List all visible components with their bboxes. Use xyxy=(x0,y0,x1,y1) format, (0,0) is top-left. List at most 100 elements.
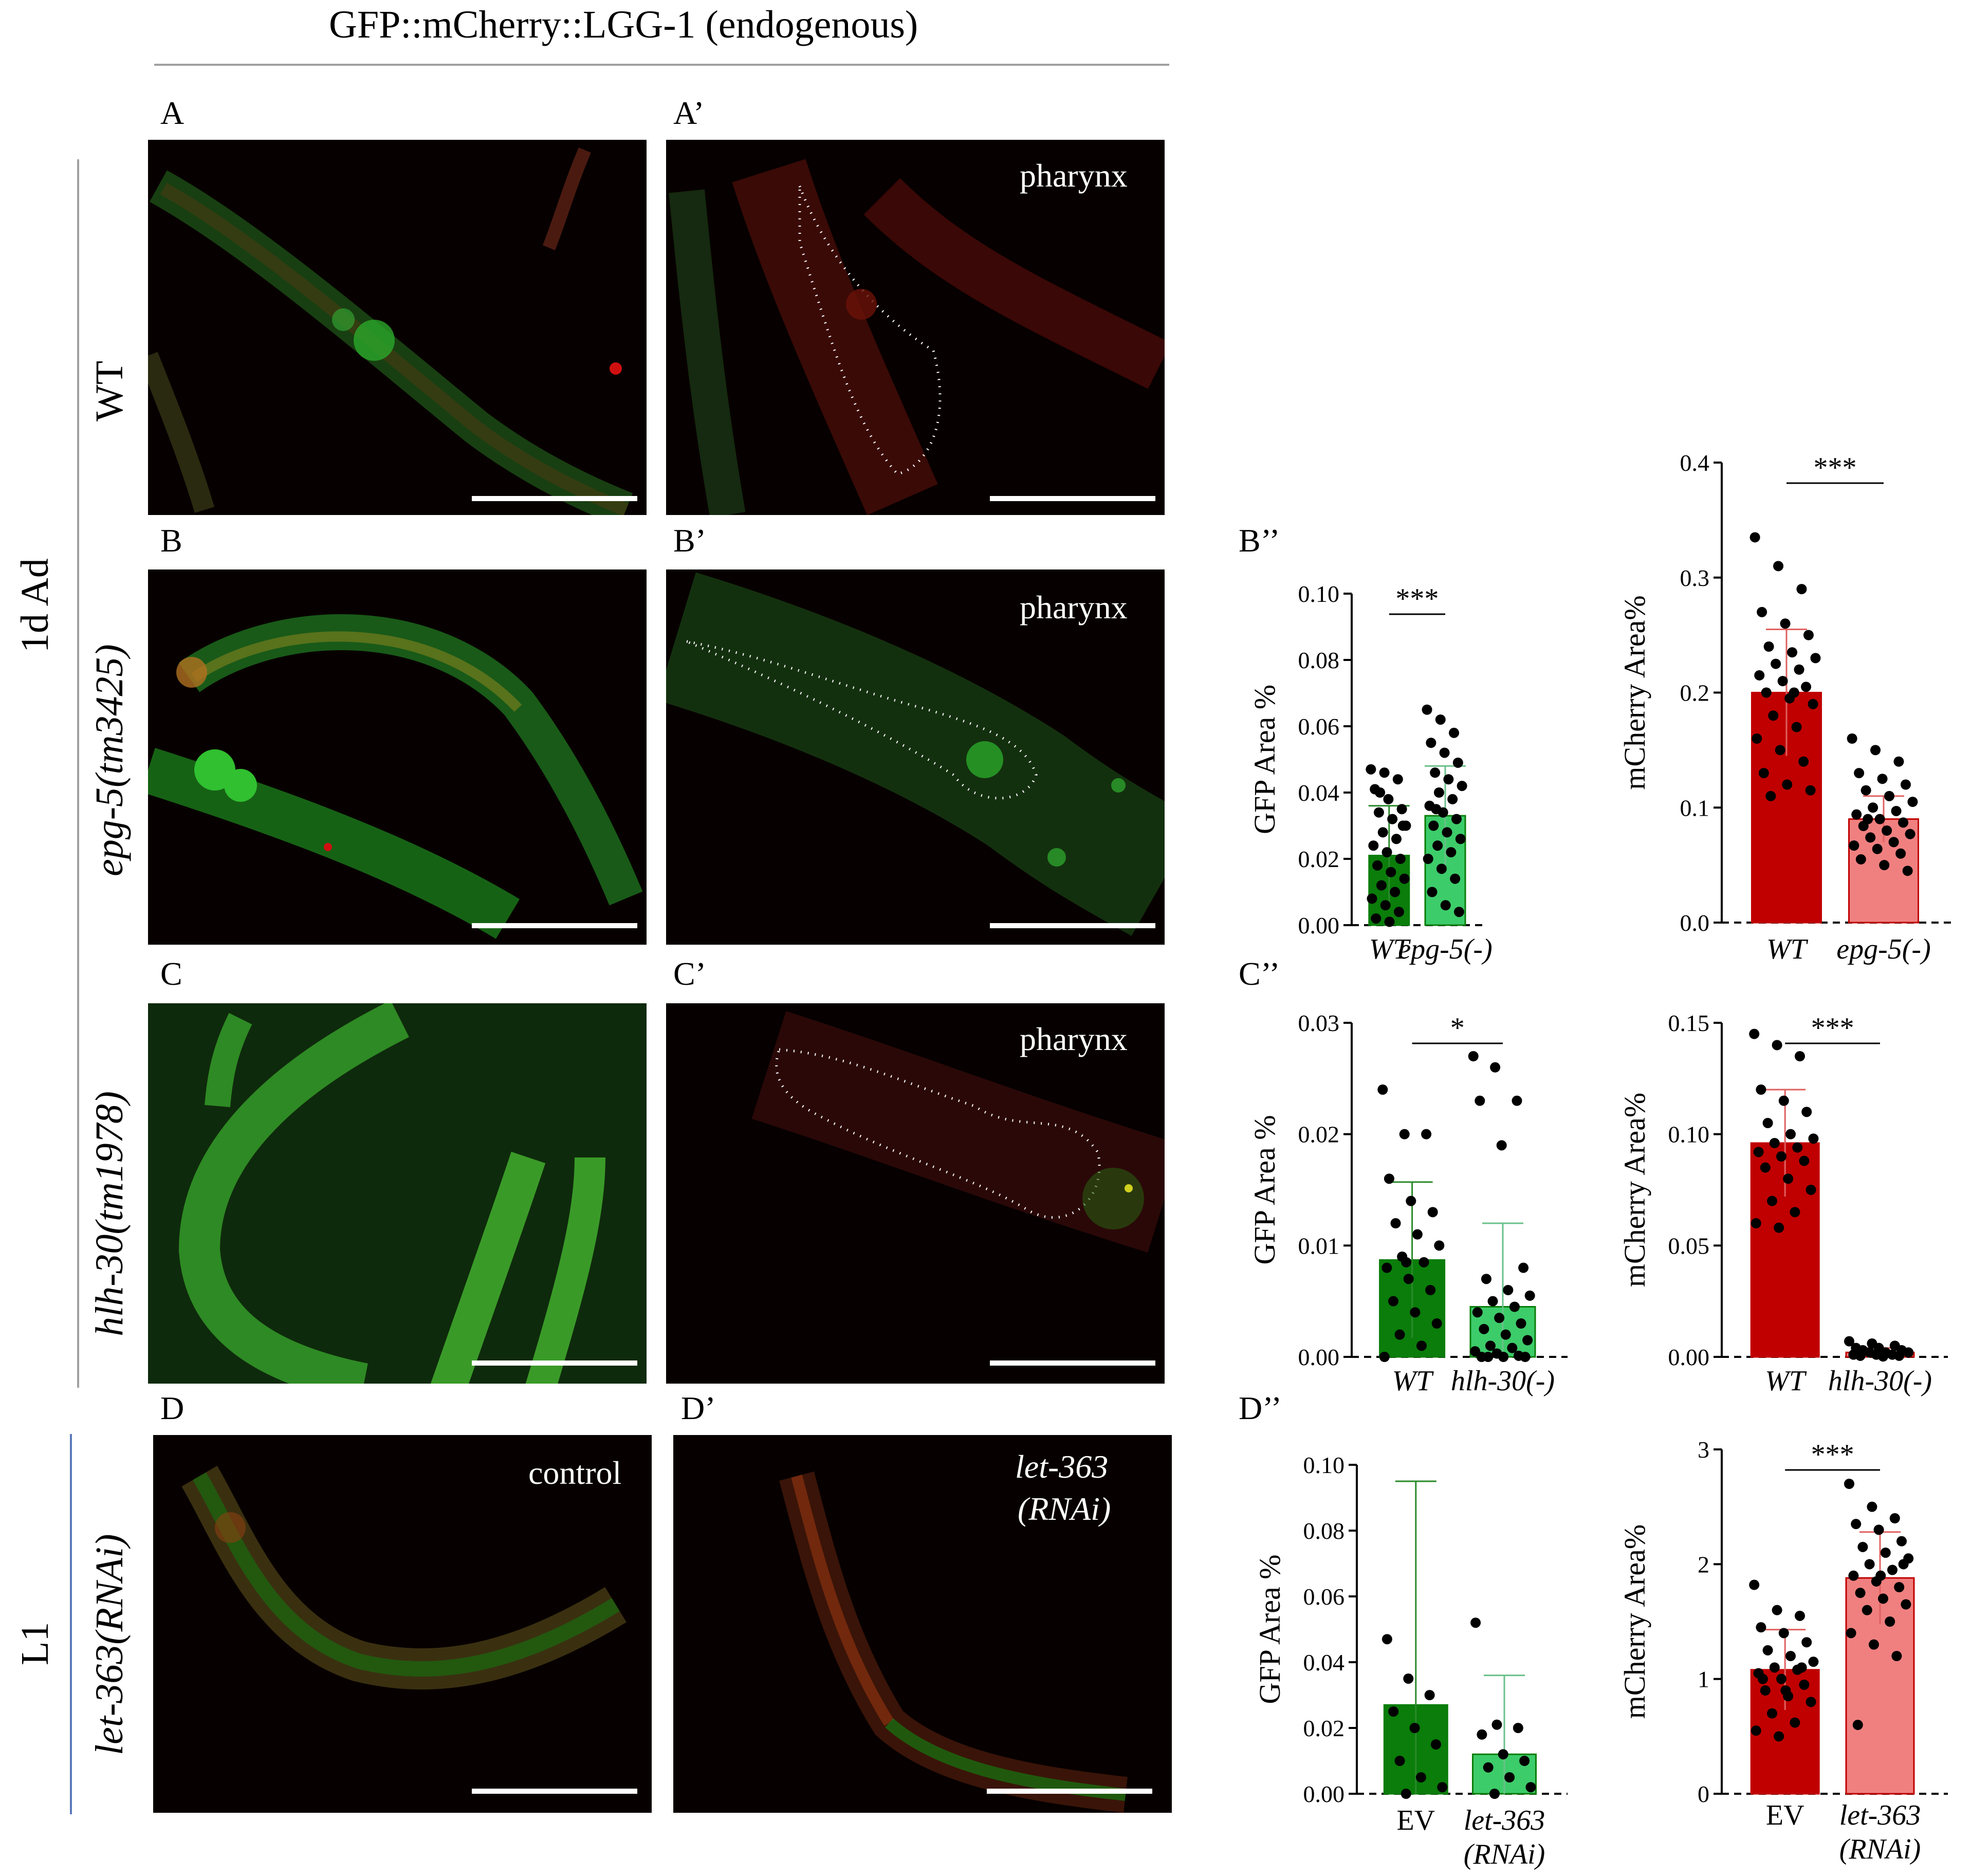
data-point xyxy=(1792,1142,1803,1153)
significance-label: *** xyxy=(1814,452,1857,484)
data-point xyxy=(1854,768,1865,779)
data-point xyxy=(1487,1296,1498,1307)
data-point xyxy=(1373,807,1384,818)
data-point xyxy=(1524,1290,1535,1301)
data-point xyxy=(1795,1051,1805,1061)
y-tick-label: 0.08 xyxy=(1303,1518,1345,1544)
data-point xyxy=(1868,802,1878,813)
data-point xyxy=(1763,641,1774,652)
data-point xyxy=(1428,820,1439,831)
data-point xyxy=(1775,745,1785,756)
micrograph-D-prime-let363-rnai: let-363 (RNAi) xyxy=(673,1435,1172,1813)
significance-label: * xyxy=(1450,1012,1465,1044)
data-point xyxy=(1377,1084,1388,1095)
x-tick-label: WT xyxy=(1766,933,1809,965)
data-point xyxy=(1869,1639,1879,1650)
y-tick-label: 0.10 xyxy=(1298,581,1340,607)
data-point xyxy=(1423,854,1433,864)
x-tick-label: epg-5(-) xyxy=(1398,933,1492,965)
data-point xyxy=(1409,1723,1420,1733)
data-point xyxy=(1777,676,1788,687)
y-tick-label: 0.00 xyxy=(1303,1781,1345,1807)
data-point xyxy=(1851,809,1862,820)
data-point xyxy=(1455,834,1466,844)
data-point xyxy=(1485,1340,1496,1351)
data-point xyxy=(1446,847,1457,858)
stage-label-l1: L1 xyxy=(13,1622,57,1665)
scale-bar xyxy=(472,923,637,928)
data-point xyxy=(1503,1285,1514,1295)
row-label-wt: WT xyxy=(88,360,131,421)
data-point xyxy=(1509,1301,1520,1312)
data-point xyxy=(1397,820,1408,831)
data-point xyxy=(1513,1723,1523,1733)
chart-C-mcherry: 0.00 0.05 0.10 0.15 mCherry Area% WT hlh-30(-)… xyxy=(1618,1002,1958,1403)
data-point xyxy=(1806,1697,1816,1707)
data-point xyxy=(1785,1651,1796,1661)
data-point xyxy=(1758,1673,1768,1684)
panel-label-C: C xyxy=(160,955,182,992)
data-point xyxy=(1907,797,1918,807)
data-point xyxy=(1862,1605,1872,1615)
scale-bar xyxy=(472,496,637,501)
data-point xyxy=(1751,1725,1761,1736)
data-point xyxy=(1435,714,1446,725)
scale-bar xyxy=(990,1360,1155,1366)
data-point xyxy=(1403,1673,1414,1684)
data-point xyxy=(1857,1541,1868,1552)
data-point xyxy=(1437,1782,1448,1793)
data-point xyxy=(1436,863,1447,874)
data-point xyxy=(1753,1147,1764,1157)
data-point xyxy=(1754,670,1765,680)
data-point xyxy=(1790,1717,1800,1728)
panel-label-A-prime: A’ xyxy=(673,95,705,131)
data-point xyxy=(1434,1240,1445,1251)
data-point xyxy=(1898,817,1909,828)
row-label-epg5: epg-5(tm3425) xyxy=(88,644,131,876)
data-point xyxy=(1867,1501,1877,1512)
y-tick-label: 0 xyxy=(1698,1781,1709,1807)
chart-C-gfp: 0.00 0.01 0.02 0.03 GFP Area % WT hlh-30(-) * xyxy=(1239,1002,1588,1403)
data-point xyxy=(1894,1350,1905,1361)
scale-bar xyxy=(987,1789,1152,1794)
data-point xyxy=(1900,779,1911,790)
data-point xyxy=(1430,767,1441,778)
data-point xyxy=(1796,1662,1807,1673)
data-point xyxy=(1895,848,1906,859)
data-point xyxy=(1384,1173,1394,1184)
y-tick-label: 0.10 xyxy=(1668,1121,1710,1148)
data-point xyxy=(1371,913,1381,924)
x-tick-label: epg-5(-) xyxy=(1836,933,1930,965)
data-point xyxy=(1798,756,1809,767)
data-point xyxy=(1875,1570,1886,1581)
data-point xyxy=(1449,727,1460,738)
data-point xyxy=(1431,804,1442,815)
scale-bar xyxy=(472,1360,637,1366)
data-point xyxy=(1864,1559,1875,1570)
y-axis-label: GFP Area % xyxy=(1253,1554,1286,1704)
data-point xyxy=(1496,1140,1507,1151)
data-point xyxy=(1774,1222,1784,1233)
x-tick-label: EV xyxy=(1396,1805,1435,1836)
data-point xyxy=(1451,814,1462,824)
data-point xyxy=(1863,814,1873,824)
data-point xyxy=(1855,1350,1866,1361)
data-point xyxy=(1419,1257,1429,1267)
row-label-hlh30: hlh-30(tm1978) xyxy=(88,1091,131,1336)
y-tick-label: 0.06 xyxy=(1303,1584,1345,1610)
data-point xyxy=(1401,1789,1411,1799)
data-point xyxy=(1790,1207,1800,1218)
data-point xyxy=(1410,1307,1421,1318)
data-point xyxy=(1457,781,1467,792)
chart-svg: 0.0 0.1 0.2 0.3 0.4 mCherry Area% WT epg-5(-) **… xyxy=(1618,450,1953,965)
data-point xyxy=(1888,837,1899,848)
data-point xyxy=(1520,1352,1531,1362)
data-point xyxy=(1749,1579,1760,1590)
panel-label-B-double-prime: B’’ xyxy=(1239,522,1280,559)
significance-label: *** xyxy=(1811,1012,1854,1044)
data-point xyxy=(1379,767,1390,778)
chart-B-mcherry: 0.0 0.1 0.2 0.3 0.4 mCherry Area% WT epg-5(-) **… xyxy=(1618,447,1958,966)
y-tick-label: 0.01 xyxy=(1298,1233,1340,1259)
data-point xyxy=(1390,887,1401,897)
data-point xyxy=(1772,1040,1782,1051)
